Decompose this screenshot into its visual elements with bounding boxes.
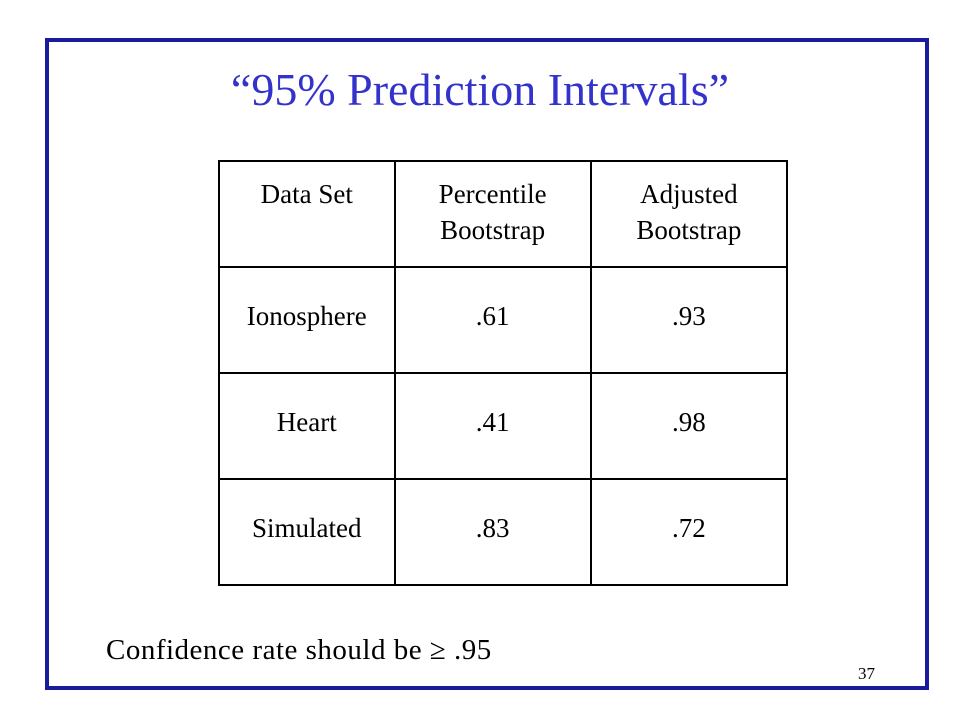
header-data-set-label: Data Set xyxy=(260,179,353,209)
cell-adjusted: .93 xyxy=(589,266,789,374)
table-row: Heart .41 .98 xyxy=(218,372,789,480)
confidence-note: Confidence rate should be ≥ .95 xyxy=(106,634,492,666)
header-percentile-line-1: Percentile xyxy=(438,179,547,209)
cell-data-set: Heart xyxy=(218,372,396,480)
table-row: Simulated .83 .72 xyxy=(218,478,789,586)
cell-percentile: .83 xyxy=(393,478,592,586)
header-adjusted-bootstrap: Adjusted Bootstrap xyxy=(589,160,789,268)
header-adjusted-line-1: Adjusted xyxy=(640,179,738,209)
header-percentile-line-2: Bootstrap xyxy=(440,215,546,245)
header-data-set: Data Set xyxy=(218,160,396,268)
cell-data-set: Simulated xyxy=(218,478,396,586)
table-row: Ionosphere .61 .93 xyxy=(218,266,789,374)
cell-adjusted: .98 xyxy=(589,372,789,480)
cell-percentile: .61 xyxy=(393,266,592,374)
cell-percentile: .41 xyxy=(393,372,592,480)
table-header-row: Data Set Percentile Bootstrap Adjusted B… xyxy=(218,160,789,268)
slide-frame xyxy=(45,38,929,690)
header-adjusted-line-2: Bootstrap xyxy=(636,215,742,245)
page-number: 37 xyxy=(858,664,875,683)
header-percentile-bootstrap: Percentile Bootstrap xyxy=(393,160,592,268)
cell-data-set: Ionosphere xyxy=(218,266,396,374)
slide-title: “95% Prediction Intervals” xyxy=(230,64,730,115)
cell-adjusted: .72 xyxy=(589,478,789,586)
prediction-intervals-table: Data Set Percentile Bootstrap Adjusted B… xyxy=(218,160,789,586)
